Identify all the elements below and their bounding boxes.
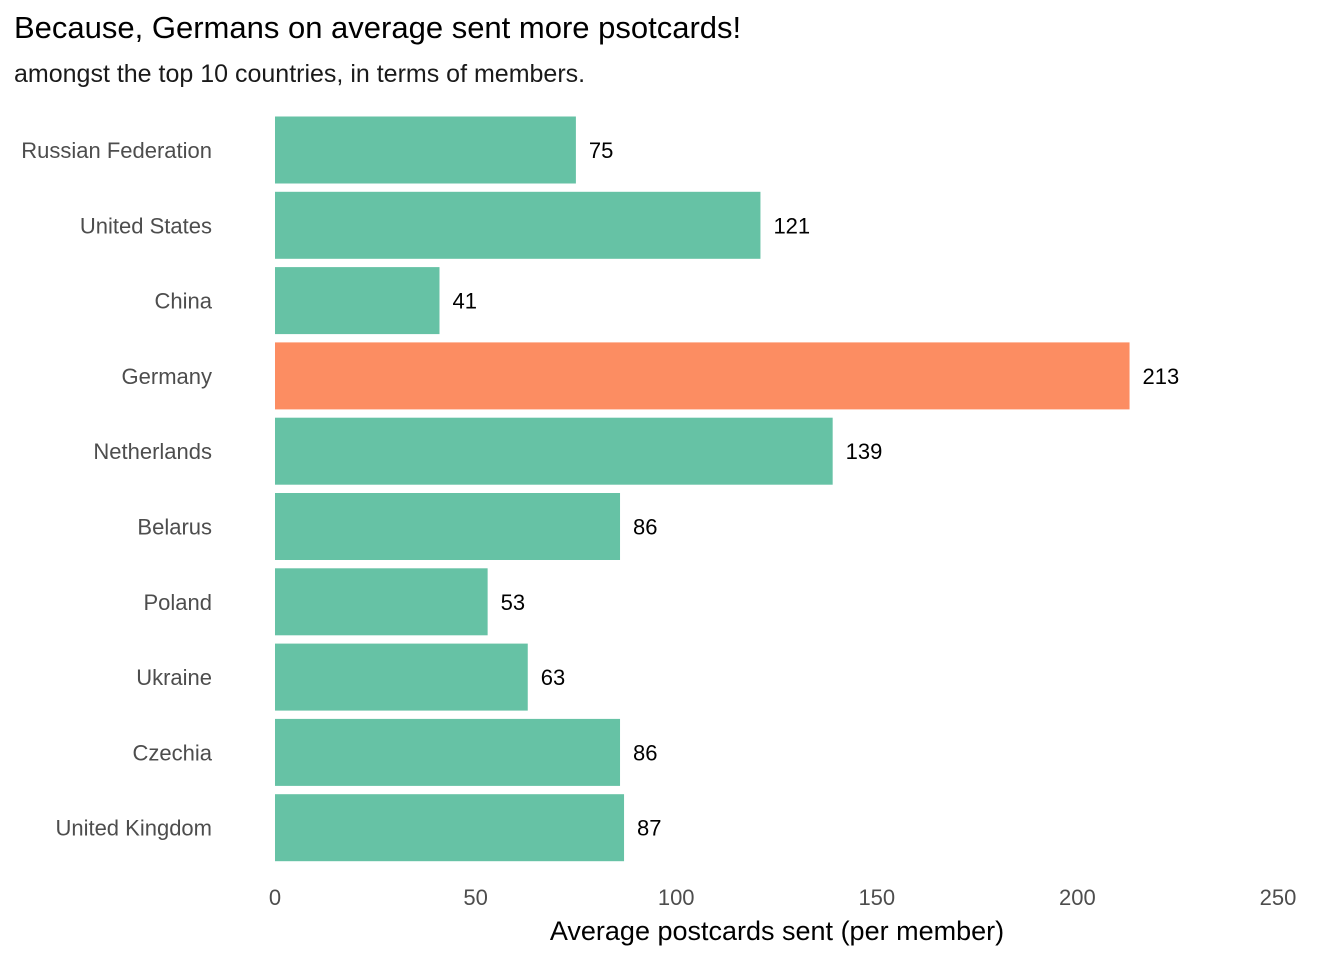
data-label: 75	[589, 138, 613, 163]
labels-layer: Russian Federation 75 United States 121 Chin…	[21, 138, 1179, 841]
data-label: 86	[633, 515, 657, 540]
data-label: 139	[846, 439, 883, 464]
bar-poland	[275, 568, 488, 636]
data-label: 53	[501, 590, 525, 615]
bar-czechia	[275, 718, 621, 786]
x-tick-label: 100	[658, 885, 695, 910]
data-label: 41	[452, 289, 476, 314]
bars-layer	[275, 116, 1130, 862]
category-label: Russian Federation	[21, 138, 212, 163]
data-label: 86	[633, 740, 657, 765]
bar-russian-federation	[275, 116, 576, 184]
data-label: 121	[773, 213, 810, 238]
chart-title: Because, Germans on average sent more ps…	[14, 10, 742, 45]
bar-ukraine	[275, 643, 528, 711]
category-label: United States	[80, 213, 212, 238]
category-label: China	[155, 289, 213, 314]
category-label: Ukraine	[136, 665, 212, 690]
bar-germany	[275, 342, 1130, 410]
bar-united-kingdom	[275, 794, 625, 862]
x-tick-label: 250	[1260, 885, 1297, 910]
bar-united-states	[275, 191, 761, 259]
x-axis: 0 50 100 150 200 250	[269, 885, 1296, 910]
bar-netherlands	[275, 417, 833, 485]
category-label: Germany	[122, 364, 212, 389]
category-label: Netherlands	[93, 439, 212, 464]
chart-subtitle: amongst the top 10 countries, in terms o…	[14, 60, 586, 88]
data-label: 63	[541, 665, 565, 690]
x-tick-label: 150	[858, 885, 895, 910]
category-label: Poland	[143, 590, 212, 615]
x-tick-label: 200	[1059, 885, 1096, 910]
x-tick-label: 50	[463, 885, 487, 910]
bar-belarus	[275, 493, 621, 560]
data-label: 87	[637, 816, 661, 841]
category-label: Czechia	[133, 740, 213, 765]
category-label: United Kingdom	[55, 816, 212, 841]
bar-china	[275, 267, 440, 335]
data-label: 213	[1143, 364, 1180, 389]
x-tick-label: 0	[269, 885, 281, 910]
x-axis-title: Average postcards sent (per member)	[550, 916, 1004, 946]
category-label: Belarus	[137, 515, 212, 540]
